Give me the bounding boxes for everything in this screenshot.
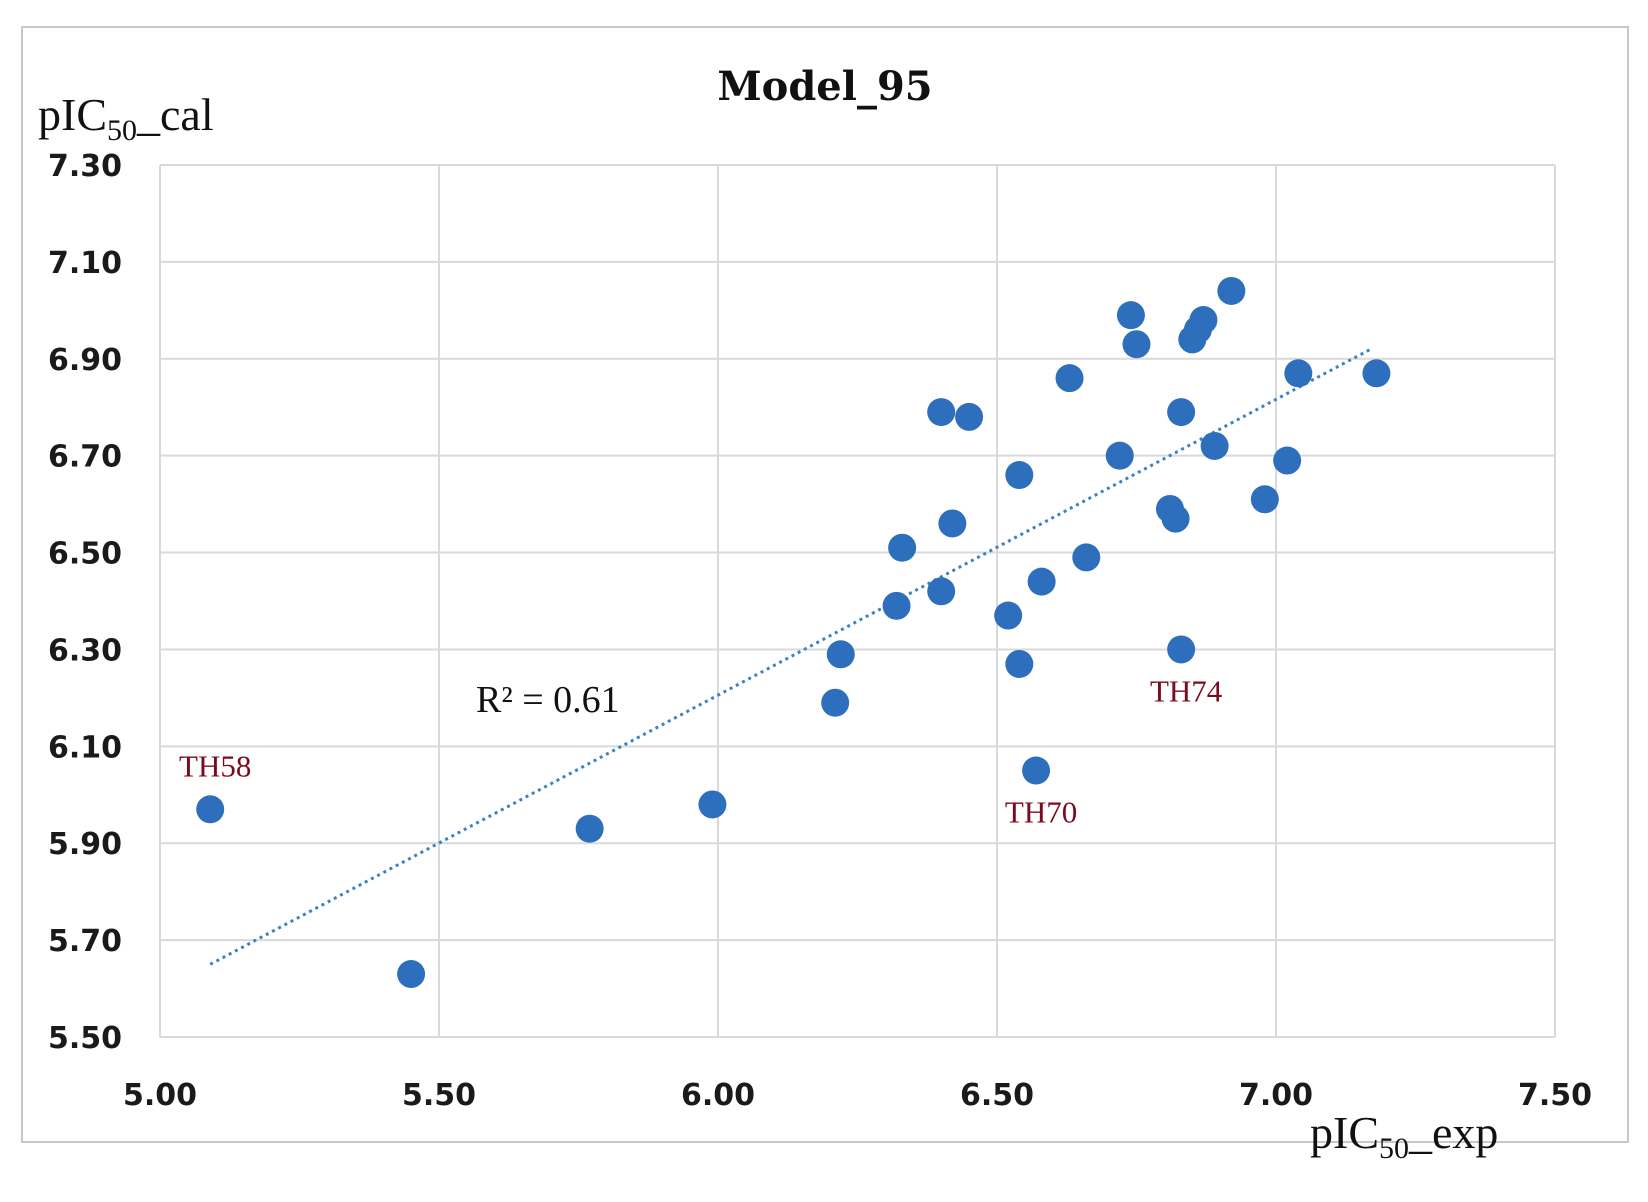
data-point: [888, 533, 917, 562]
y-axis-label-main: pIC: [38, 89, 107, 140]
data-point: [1122, 330, 1151, 359]
data-point: [1005, 461, 1034, 490]
x-tick-label: 6.50: [960, 1078, 1034, 1113]
y-axis-label-suffix: _cal: [136, 89, 214, 140]
data-point: [1167, 398, 1196, 427]
point-annotation: TH58: [179, 748, 251, 783]
point-annotation: TH74: [1150, 673, 1223, 708]
data-point: [1116, 301, 1145, 330]
data-point: [1072, 543, 1101, 572]
data-point: [938, 509, 967, 538]
y-tick-label: 6.30: [48, 633, 122, 668]
trendline-group: [209, 347, 1372, 966]
grid: [159, 164, 1556, 1038]
data-point: [1189, 306, 1218, 335]
point-annotation: TH70: [1005, 795, 1077, 830]
y-tick-label: 5.90: [48, 827, 122, 862]
data-point: [1105, 441, 1134, 470]
data-point: [1273, 446, 1302, 475]
data-point: [1055, 364, 1084, 393]
data-point: [1022, 756, 1051, 785]
y-tick-label: 7.30: [48, 149, 122, 184]
y-tick-label: 7.10: [48, 246, 122, 281]
x-axis-label: pIC50_exp: [1310, 1107, 1498, 1165]
chart-border: [21, 26, 1629, 1143]
y-axis-label-subscript: 50: [107, 114, 137, 147]
chart-title: Model_95: [717, 63, 932, 110]
y-tick-label: 6.50: [48, 537, 122, 572]
data-point: [955, 402, 984, 431]
x-tick-label: 7.50: [1518, 1078, 1592, 1113]
data-point: [1250, 485, 1279, 514]
y-tick-label: 6.70: [48, 440, 122, 475]
y-tick-label: 5.50: [48, 1021, 122, 1056]
x-tick-label: 7.00: [1239, 1078, 1313, 1113]
data-point: [994, 601, 1023, 630]
x-axis-label-suffix: _exp: [1408, 1107, 1498, 1158]
data-point: [698, 790, 727, 819]
data-point: [882, 591, 911, 620]
data-point: [1284, 359, 1313, 388]
data-point: [1027, 567, 1056, 596]
x-tick-label: 6.00: [681, 1078, 755, 1113]
data-point: [196, 795, 225, 824]
data-point: [1167, 635, 1196, 664]
data-point: [575, 814, 604, 843]
data-point: [1161, 504, 1190, 533]
trendline: [209, 347, 1372, 966]
y-axis-label: pIC50_cal: [38, 89, 214, 147]
x-axis-label-subscript: 50: [1379, 1132, 1409, 1165]
data-point: [927, 398, 956, 427]
x-tick-label: 5.50: [402, 1078, 476, 1113]
data-point: [1005, 649, 1034, 678]
data-points: [196, 276, 1391, 989]
x-tick-label: 5.00: [123, 1078, 197, 1113]
data-point: [1200, 431, 1229, 460]
y-tick-label: 5.70: [48, 924, 122, 959]
y-tick-label: 6.90: [48, 343, 122, 378]
data-point: [397, 960, 426, 989]
annotations: TH58 TH70 TH74: [179, 673, 1223, 829]
x-axis-label-main: pIC: [1310, 1107, 1379, 1158]
tick-labels: 5.50 5.70 5.90 6.10 6.30 6.50 6.70 6.90 7.10 7.30…: [48, 149, 1592, 1113]
data-point: [1362, 359, 1391, 388]
r-squared-label: R² = 0.61: [476, 679, 620, 721]
data-point: [826, 640, 855, 669]
data-point: [821, 688, 850, 717]
data-point: [927, 577, 956, 606]
data-point: [1217, 276, 1246, 305]
y-tick-label: 6.10: [48, 730, 122, 765]
